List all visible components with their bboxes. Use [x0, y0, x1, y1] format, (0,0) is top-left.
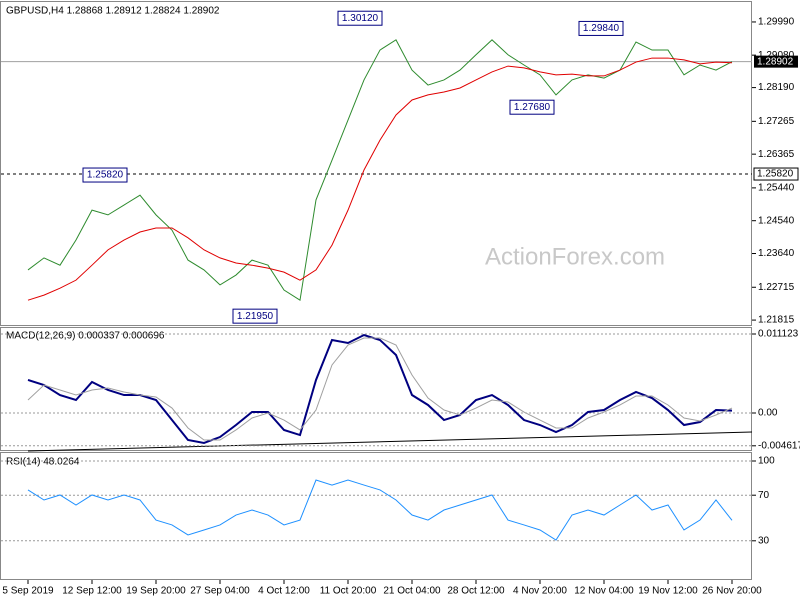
rsi-pane: [0, 452, 752, 580]
annotation-box: [82, 167, 128, 183]
x-tick-label: 27 Sep 04:00: [190, 586, 250, 597]
y-tick-label: 1.29990: [758, 17, 795, 28]
y-tick-label: 1.23640: [758, 248, 795, 259]
annotation-box: [509, 99, 555, 115]
x-tick-label: 12 Nov 04:00: [574, 586, 634, 597]
current-price-box: [754, 55, 798, 68]
annotation-box: [337, 10, 383, 26]
y-tick-label: 0.00: [758, 408, 778, 419]
y-tick-label: 0.011123: [758, 329, 799, 340]
y-tick-label: 70: [758, 490, 770, 501]
series-line: [27, 333, 733, 445]
annotation-box: [578, 20, 624, 36]
y-tick-label: 1.26365: [758, 149, 795, 160]
y-tick-label: -0.004617: [758, 440, 800, 451]
x-tick-label: 19 Sep 20:00: [126, 586, 186, 597]
y-tick-label: 1.28190: [758, 82, 795, 93]
x-tick-label: 4 Oct 12:00: [258, 586, 310, 597]
y-tick-label: 1.21815: [758, 315, 795, 326]
y-tick-label: 100: [758, 456, 775, 467]
trend-line: [27, 431, 753, 452]
price-title: GBPUSD,H4 1.28868 1.28912 1.28824 1.2890…: [6, 6, 220, 17]
annotation-label: 1.21950: [237, 311, 274, 322]
series-line: [27, 39, 733, 302]
y-tick-label: 1.29080: [758, 50, 795, 61]
annotation-box: [232, 308, 278, 324]
series-line: [27, 479, 733, 541]
y-tick-label: 30: [758, 535, 770, 546]
y-tick-label: 1.27265: [758, 116, 795, 127]
x-tick-label: 21 Oct 04:00: [383, 586, 441, 597]
macd-title: MACD(12,26,9) 0.000337 0.000696: [6, 331, 165, 342]
rsi-title: RSI(14) 48.0264: [6, 457, 80, 468]
annotation-label: 1.29840: [583, 23, 620, 34]
x-tick-label: 19 Nov 12:00: [638, 586, 698, 597]
x-tick-label: 5 Sep 2019: [2, 586, 54, 597]
annotation-label: 1.30120: [342, 13, 379, 24]
x-tick-label: 4 Nov 20:00: [513, 586, 567, 597]
x-tick-label: 11 Oct 20:00: [320, 586, 377, 597]
y-tick-label: 1.22715: [758, 282, 795, 293]
annotation-label: 1.25820: [87, 170, 124, 181]
y-tick-label: 1.25440: [758, 183, 795, 194]
level-label: 1.25820: [757, 169, 794, 180]
x-tick-label: 28 Oct 12:00: [447, 586, 505, 597]
series-line: [27, 337, 733, 441]
macd-pane: [0, 327, 752, 451]
current-price-label: 1.28902: [757, 56, 794, 67]
y-tick-label: 1.24540: [758, 215, 795, 226]
watermark: ActionForex.com: [485, 243, 665, 270]
x-tick-label: 26 Nov 20:00: [702, 586, 762, 597]
annotation-label: 1.27680: [514, 102, 551, 113]
series-line: [27, 57, 733, 301]
level-box: [753, 167, 799, 181]
price-pane: [0, 1, 752, 326]
x-tick-label: 12 Sep 12:00: [62, 586, 122, 597]
